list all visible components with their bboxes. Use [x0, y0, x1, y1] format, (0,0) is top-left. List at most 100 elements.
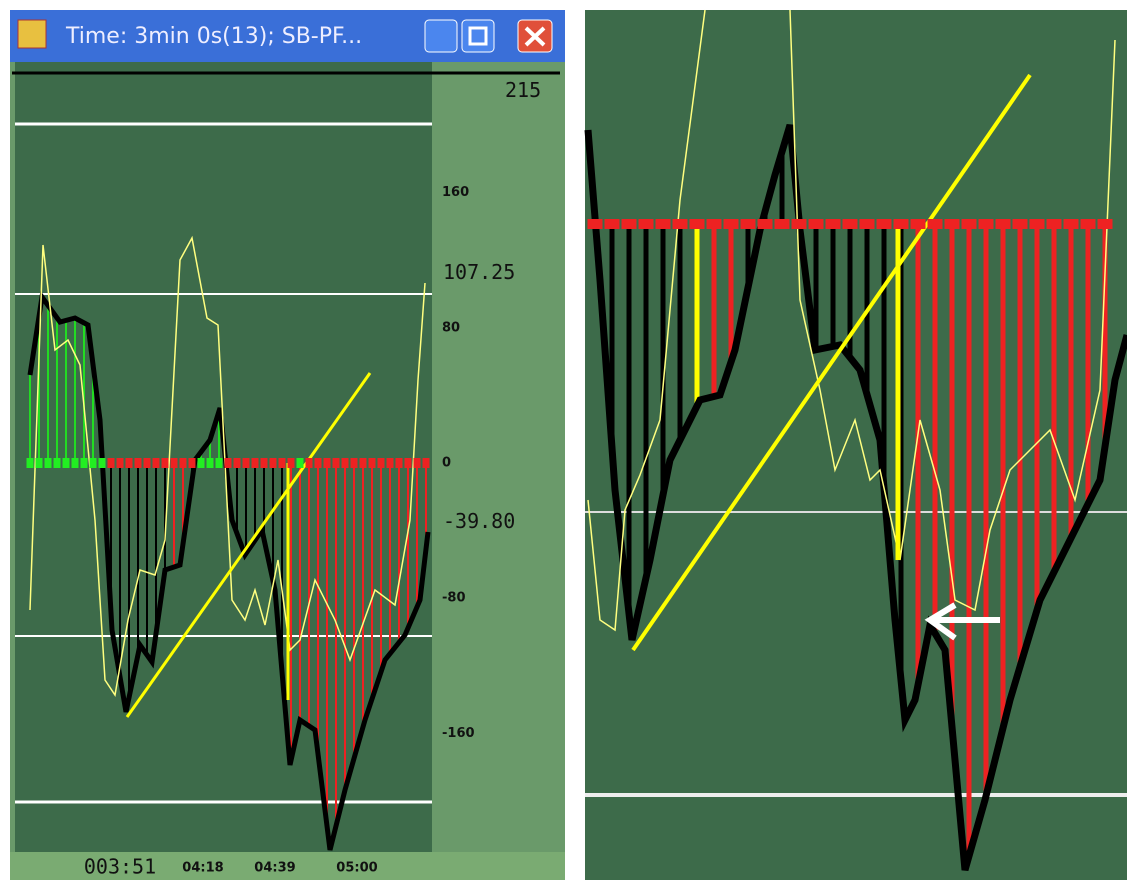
histogram — [29, 305, 427, 826]
x-tick-label: 04:18 — [182, 861, 223, 876]
zero-dash — [170, 458, 178, 468]
zero-dash — [1046, 219, 1062, 229]
zero-dash — [179, 458, 187, 468]
zero-dash — [404, 458, 412, 468]
zero-dash — [927, 219, 943, 229]
y-tick-label: -160 — [442, 726, 475, 741]
zero-dash — [944, 219, 960, 229]
level-label: 215 — [505, 78, 541, 102]
zero-dash — [413, 458, 421, 468]
zero-dash — [893, 219, 909, 229]
zero-dash — [377, 458, 385, 468]
zero-dash — [107, 458, 115, 468]
zero-dash — [314, 458, 322, 468]
zero-dash — [242, 458, 250, 468]
zero-dash — [233, 458, 241, 468]
zero-dash — [689, 219, 705, 229]
zero-dash — [757, 219, 773, 229]
x-tick-label: 003:51 — [84, 855, 156, 879]
histogram — [592, 151, 1108, 856]
price-line — [584, 123, 1127, 871]
zero-dash — [161, 458, 169, 468]
zero-dash — [53, 458, 61, 468]
price-line — [27, 290, 431, 851]
zero-dash — [116, 458, 124, 468]
zero-dash — [98, 458, 106, 468]
x-tick-label: 05:00 — [336, 861, 377, 876]
level-label: -39.80 — [443, 509, 515, 533]
zero-dash — [35, 458, 43, 468]
zero-dash — [961, 219, 977, 229]
x-tick-label: 04:39 — [254, 861, 295, 876]
maximize-button[interactable] — [461, 19, 495, 53]
zero-dash — [251, 458, 259, 468]
zero-dash — [143, 458, 151, 468]
zero-dash — [89, 458, 97, 468]
zero-dash — [323, 458, 331, 468]
signal-line — [789, 9, 1116, 612]
zero-dash — [125, 458, 133, 468]
zero-dash — [706, 219, 722, 229]
y-tick-label: -80 — [442, 591, 466, 606]
zero-dash — [587, 219, 603, 229]
zero-dash — [791, 219, 807, 229]
zero-dash — [341, 458, 349, 468]
y-tick-label: 80 — [442, 320, 460, 335]
zero-dash — [386, 458, 394, 468]
zero-dash — [224, 458, 232, 468]
zero-dash — [296, 458, 304, 468]
zero-dash — [305, 458, 313, 468]
zero-dash — [368, 458, 376, 468]
zero-dash — [740, 219, 756, 229]
window-title: Time: 3min 0s(13); SB-PF... — [65, 24, 362, 49]
zero-dash — [910, 219, 926, 229]
zero-dash — [278, 458, 286, 468]
minimize-button[interactable] — [424, 19, 458, 53]
zero-dash — [260, 458, 268, 468]
app-icon — [17, 19, 47, 49]
trend-line — [125, 372, 372, 718]
zero-dash — [1029, 219, 1045, 229]
zero-dash — [672, 219, 688, 229]
zero-dash — [1080, 219, 1096, 229]
zero-dash — [332, 458, 340, 468]
zero-dash — [978, 219, 994, 229]
zero-dash — [1063, 219, 1079, 229]
zero-dash — [1012, 219, 1028, 229]
y-tick-label: 0 — [442, 456, 451, 471]
zero-dash — [422, 458, 430, 468]
signal-line — [29, 235, 426, 697]
zero-dash — [842, 219, 858, 229]
zero-dash — [206, 458, 214, 468]
zero-dash — [80, 458, 88, 468]
zero-dash — [995, 219, 1011, 229]
maximize-icon — [468, 26, 488, 46]
zero-dash — [876, 219, 892, 229]
zero-dash — [71, 458, 79, 468]
zero-dash — [808, 219, 824, 229]
zero-dash — [44, 458, 52, 468]
zero-dash — [774, 219, 790, 229]
zero-dash — [723, 219, 739, 229]
zero-dash — [1097, 219, 1113, 229]
zero-line — [587, 219, 1113, 229]
zero-dash — [269, 458, 277, 468]
zero-dash — [152, 458, 160, 468]
level-label: 107.25 — [443, 260, 515, 284]
zero-dash — [134, 458, 142, 468]
zero-dash — [825, 219, 841, 229]
zero-line — [26, 458, 430, 468]
trend-line — [631, 73, 1032, 652]
zero-dash — [215, 458, 223, 468]
zero-dash — [859, 219, 875, 229]
zero-dash — [621, 219, 637, 229]
zero-dash — [604, 219, 620, 229]
zero-dash — [287, 458, 295, 468]
zero-dash — [197, 458, 205, 468]
zoom-panel — [585, 10, 1127, 880]
zero-dash — [26, 458, 34, 468]
zero-dash — [395, 458, 403, 468]
zero-dash — [188, 458, 196, 468]
zero-dash — [655, 219, 671, 229]
